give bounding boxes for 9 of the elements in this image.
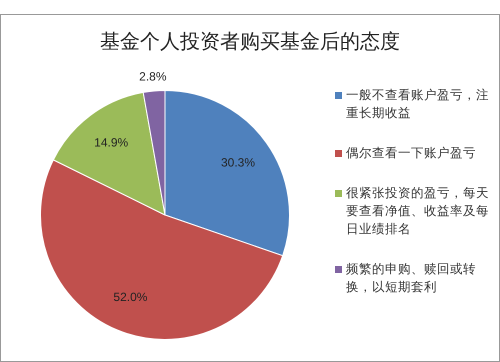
legend-label: 一般不查看账户盈亏，注重长期收益 — [346, 86, 490, 122]
data-label: 30.3% — [221, 155, 256, 170]
legend-label: 偶尔查看一下账户盈亏 — [346, 144, 476, 162]
legend-label: 很紧张投资的盈亏，每天要查看净值、收益率及每日业绩排名 — [346, 184, 490, 238]
data-label: 52.0% — [113, 290, 148, 304]
data-label: 14.9% — [94, 136, 129, 150]
legend-label: 频繁的申购、赎回或转换，以短期套利 — [346, 260, 477, 296]
chart-title: 基金个人投资者购买基金后的态度 — [99, 28, 401, 55]
data-label: 2.8% — [139, 69, 167, 84]
